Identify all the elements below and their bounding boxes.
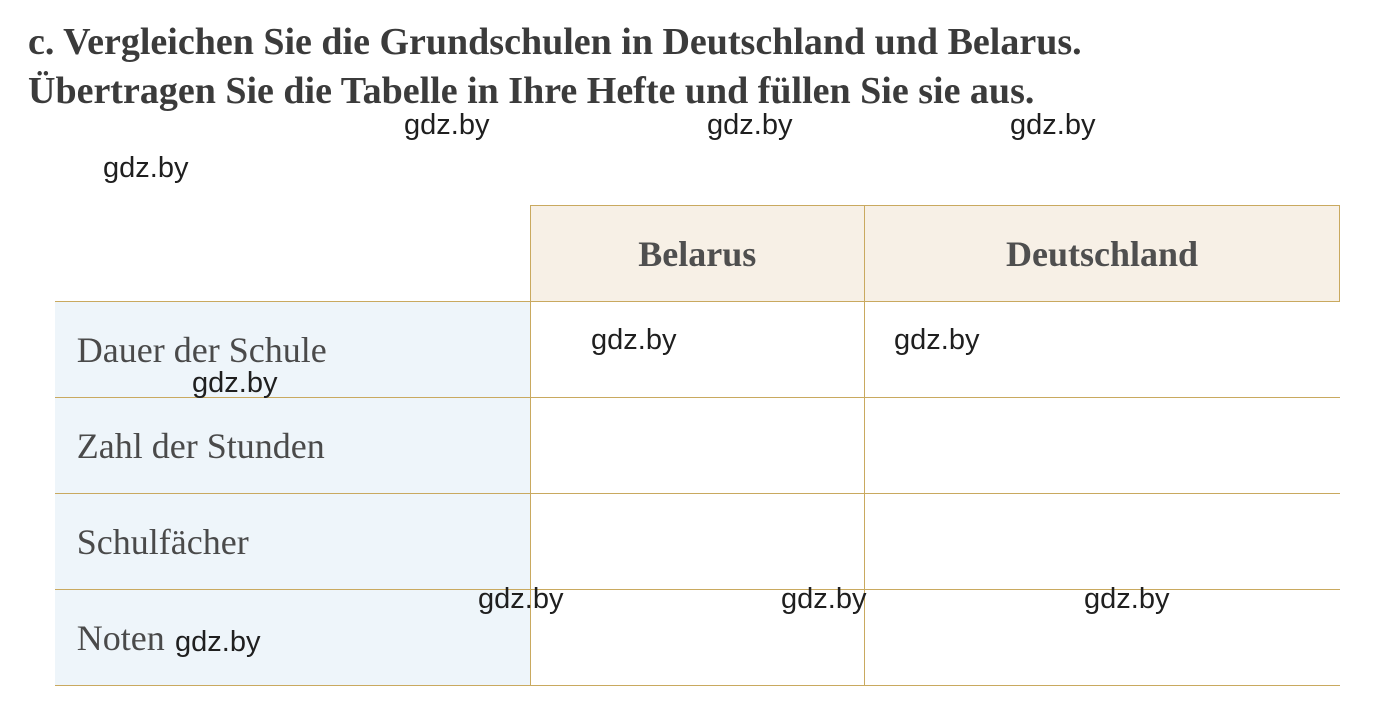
row-label-stunden: Zahl der Stunden [55, 398, 530, 494]
row-label-noten: Noten [55, 590, 530, 686]
cell-stunden-belarus[interactable] [530, 398, 864, 494]
instruction-line-2: Übertragen Sie die Tabelle in Ihre Hefte… [28, 70, 1034, 112]
table-header-blank [55, 206, 530, 302]
table-row: Zahl der Stunden [55, 398, 1340, 494]
table-header-deutschland: Deutschland [864, 206, 1339, 302]
cell-faecher-deutschland[interactable] [864, 494, 1339, 590]
instruction-line-1: c. Vergleichen Sie die Grundschulen in D… [28, 21, 1082, 63]
row-label-faecher: Schulfächer [55, 494, 530, 590]
row-label-dauer: Dauer der Schule [55, 302, 530, 398]
cell-faecher-belarus[interactable] [530, 494, 864, 590]
cell-dauer-deutschland[interactable] [864, 302, 1339, 398]
comparison-table: Belarus Deutschland Dauer der Schule Zah… [55, 205, 1340, 686]
table-row: Noten [55, 590, 1340, 686]
table-row: Schulfächer [55, 494, 1340, 590]
table-header-row: Belarus Deutschland [55, 206, 1340, 302]
table-row: Dauer der Schule [55, 302, 1340, 398]
page-container: c. Vergleichen Sie die Grundschulen in D… [0, 0, 1395, 708]
cell-noten-deutschland[interactable] [864, 590, 1339, 686]
cell-stunden-deutschland[interactable] [864, 398, 1339, 494]
cell-noten-belarus[interactable] [530, 590, 864, 686]
table-header-belarus: Belarus [530, 206, 864, 302]
exercise-instruction: c. Vergleichen Sie die Grundschulen in D… [28, 18, 1367, 115]
cell-dauer-belarus[interactable] [530, 302, 864, 398]
